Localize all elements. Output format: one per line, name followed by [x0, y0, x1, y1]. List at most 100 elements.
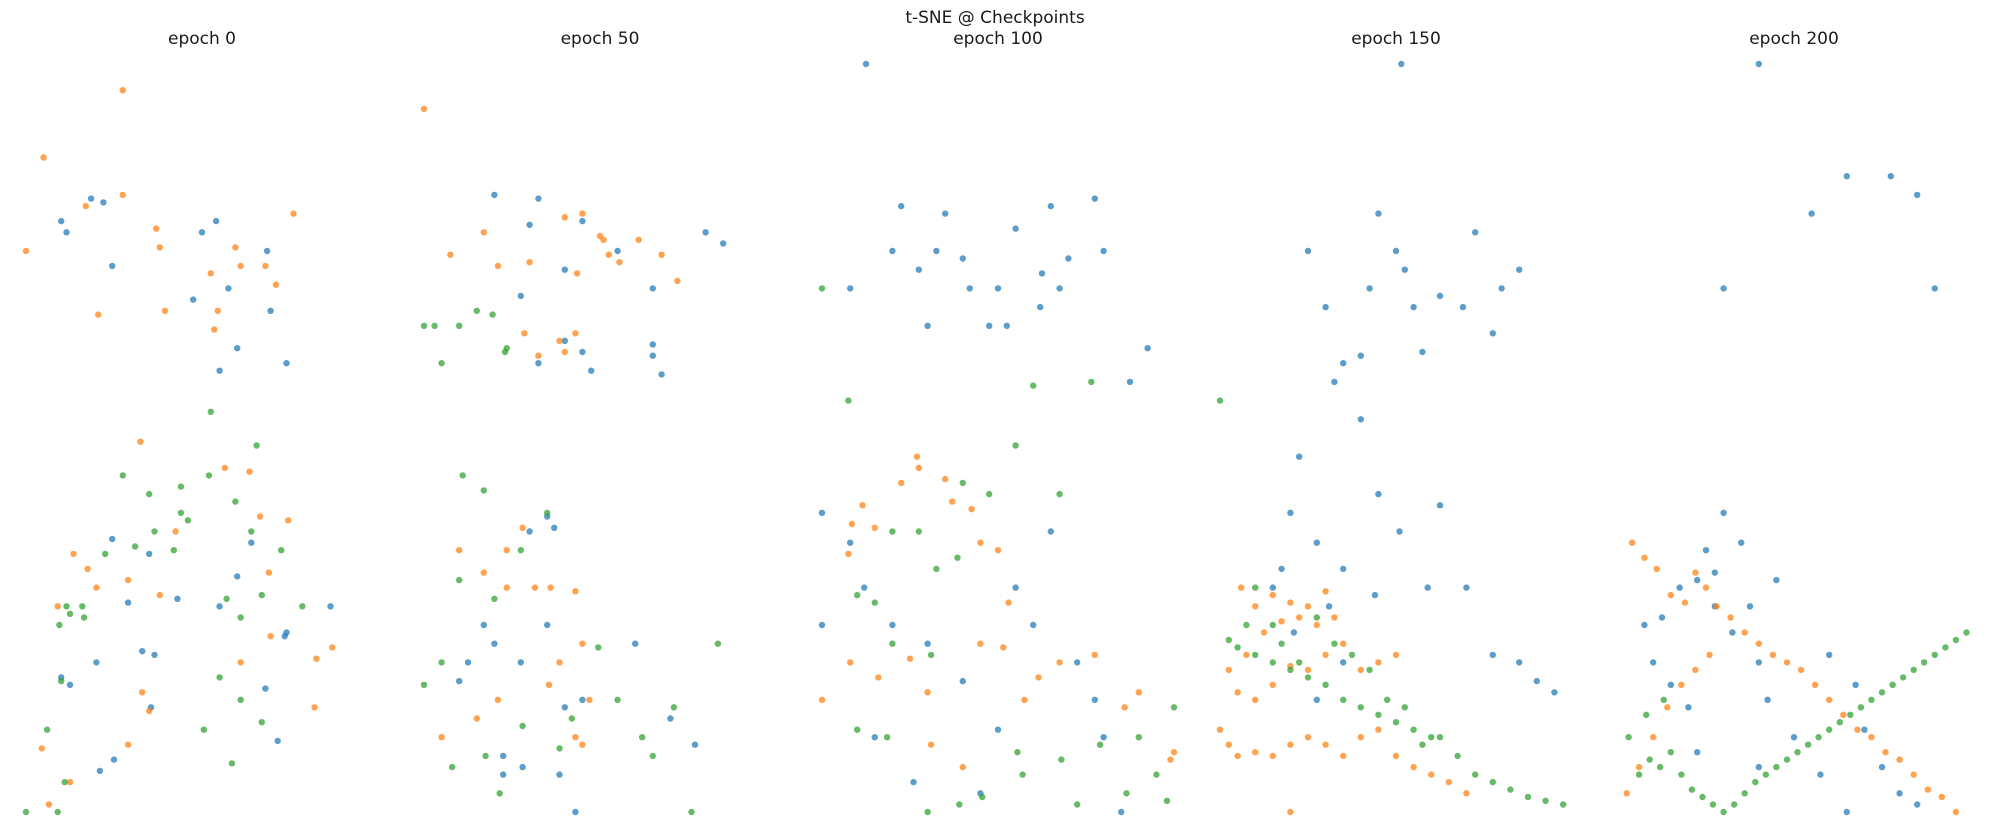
point-4-1-16 [1840, 711, 1847, 718]
panel-title-2: epoch 100 [953, 29, 1043, 49]
point-3-0-7 [1498, 285, 1505, 292]
point-3-2-17 [1524, 793, 1532, 801]
point-2-2-6 [1012, 442, 1019, 449]
point-0-1-1 [119, 87, 127, 94]
point-3-1-10 [1313, 621, 1321, 629]
point-3-2-7 [1348, 651, 1356, 659]
series-class-2 [420, 307, 722, 816]
point-0-1-32 [285, 517, 292, 524]
point-4-0-8 [1702, 547, 1710, 554]
point-4-0-12 [1790, 734, 1798, 741]
point-4-1-4 [1681, 599, 1689, 606]
point-0-2-29 [278, 547, 285, 554]
series-class-1 [1623, 539, 1960, 816]
point-4-1-29 [1678, 681, 1685, 688]
series-class-0 [1269, 60, 1558, 703]
point-2-1-8 [949, 498, 956, 505]
point-1-1-2 [480, 229, 487, 236]
point-4-1-13 [1797, 666, 1805, 674]
point-1-2-2 [438, 360, 445, 367]
point-4-0-4 [1887, 173, 1895, 180]
point-1-1-3 [494, 262, 502, 270]
point-2-0-1 [847, 285, 854, 292]
point-0-2-33 [66, 610, 74, 617]
point-2-0-20 [1003, 322, 1010, 329]
point-1-0-24 [572, 808, 579, 816]
point-1-1-20 [519, 524, 526, 531]
point-1-1-8 [616, 259, 623, 266]
point-2-2-26 [854, 591, 861, 599]
point-4-0-5 [1914, 191, 1921, 199]
point-2-1-9 [968, 505, 975, 513]
point-3-0-15 [1410, 303, 1417, 311]
point-0-1-19 [84, 565, 91, 573]
point-1-2-28 [449, 763, 456, 771]
point-0-1-8 [207, 270, 214, 277]
point-4-0-18 [1694, 749, 1701, 756]
point-0-0-12 [124, 599, 132, 606]
point-0-0-25 [151, 651, 158, 659]
point-0-2-3 [58, 677, 65, 685]
point-3-1-9 [1296, 614, 1303, 621]
point-3-0-37 [1424, 584, 1431, 591]
point-2-2-22 [1135, 734, 1143, 741]
point-3-2-15 [1489, 778, 1497, 786]
point-4-1-11 [1769, 651, 1777, 659]
point-0-0-11 [110, 756, 118, 763]
point-2-0-35 [1118, 808, 1125, 816]
point-1-0-12 [561, 337, 568, 344]
point-1-1-11 [674, 277, 681, 285]
point-0-0-23 [283, 360, 290, 367]
point-0-2-26 [200, 726, 207, 733]
panel-1: epoch 50 [420, 29, 727, 816]
point-0-1-14 [272, 281, 280, 288]
point-3-0-9 [1366, 285, 1373, 292]
point-3-0-36 [1396, 528, 1403, 535]
point-4-2-21 [1857, 704, 1865, 711]
point-1-2-8 [544, 509, 551, 516]
point-0-0-15 [198, 229, 206, 236]
point-2-1-18 [1091, 651, 1099, 659]
point-0-0-7 [96, 767, 104, 775]
point-1-2-21 [438, 659, 445, 666]
point-3-2-25 [1428, 734, 1435, 741]
point-2-2-2 [889, 528, 896, 535]
point-3-0-8 [1516, 266, 1523, 273]
point-1-1-29 [480, 569, 487, 576]
point-1-0-10 [579, 348, 586, 356]
point-4-1-28 [1664, 704, 1671, 711]
point-2-1-20 [1135, 689, 1143, 696]
point-4-0-16 [1667, 681, 1675, 688]
point-4-2-28 [1931, 651, 1939, 659]
point-4-0-6 [1931, 285, 1939, 292]
point-2-1-15 [1021, 696, 1028, 703]
point-2-2-18 [1058, 756, 1065, 763]
point-1-1-30 [456, 547, 463, 554]
point-1-0-35 [691, 741, 699, 748]
point-3-2-6 [1331, 640, 1338, 647]
point-2-2-0 [818, 285, 826, 292]
point-1-0-1 [535, 195, 542, 202]
point-0-2-13 [184, 517, 192, 524]
point-1-2-25 [556, 745, 563, 752]
point-1-2-23 [496, 790, 503, 797]
point-3-2-13 [1454, 752, 1461, 760]
point-3-1-14 [1252, 696, 1259, 703]
point-1-1-18 [521, 330, 528, 337]
point-0-0-14 [93, 659, 100, 666]
point-3-2-18 [1542, 797, 1549, 804]
series-class-1 [22, 87, 336, 808]
point-1-0-33 [491, 640, 498, 647]
point-0-0-18 [234, 345, 241, 352]
point-4-1-24 [1952, 808, 1960, 816]
point-3-1-31 [1340, 752, 1347, 760]
series-class-2 [22, 408, 306, 816]
point-0-0-31 [327, 603, 334, 610]
point-4-2-8 [1720, 808, 1727, 816]
point-3-0-22 [1340, 565, 1347, 573]
point-0-2-23 [237, 696, 244, 703]
point-3-1-33 [1375, 726, 1382, 733]
point-1-1-22 [572, 588, 579, 595]
panel-2: epoch 100 [818, 29, 1178, 816]
